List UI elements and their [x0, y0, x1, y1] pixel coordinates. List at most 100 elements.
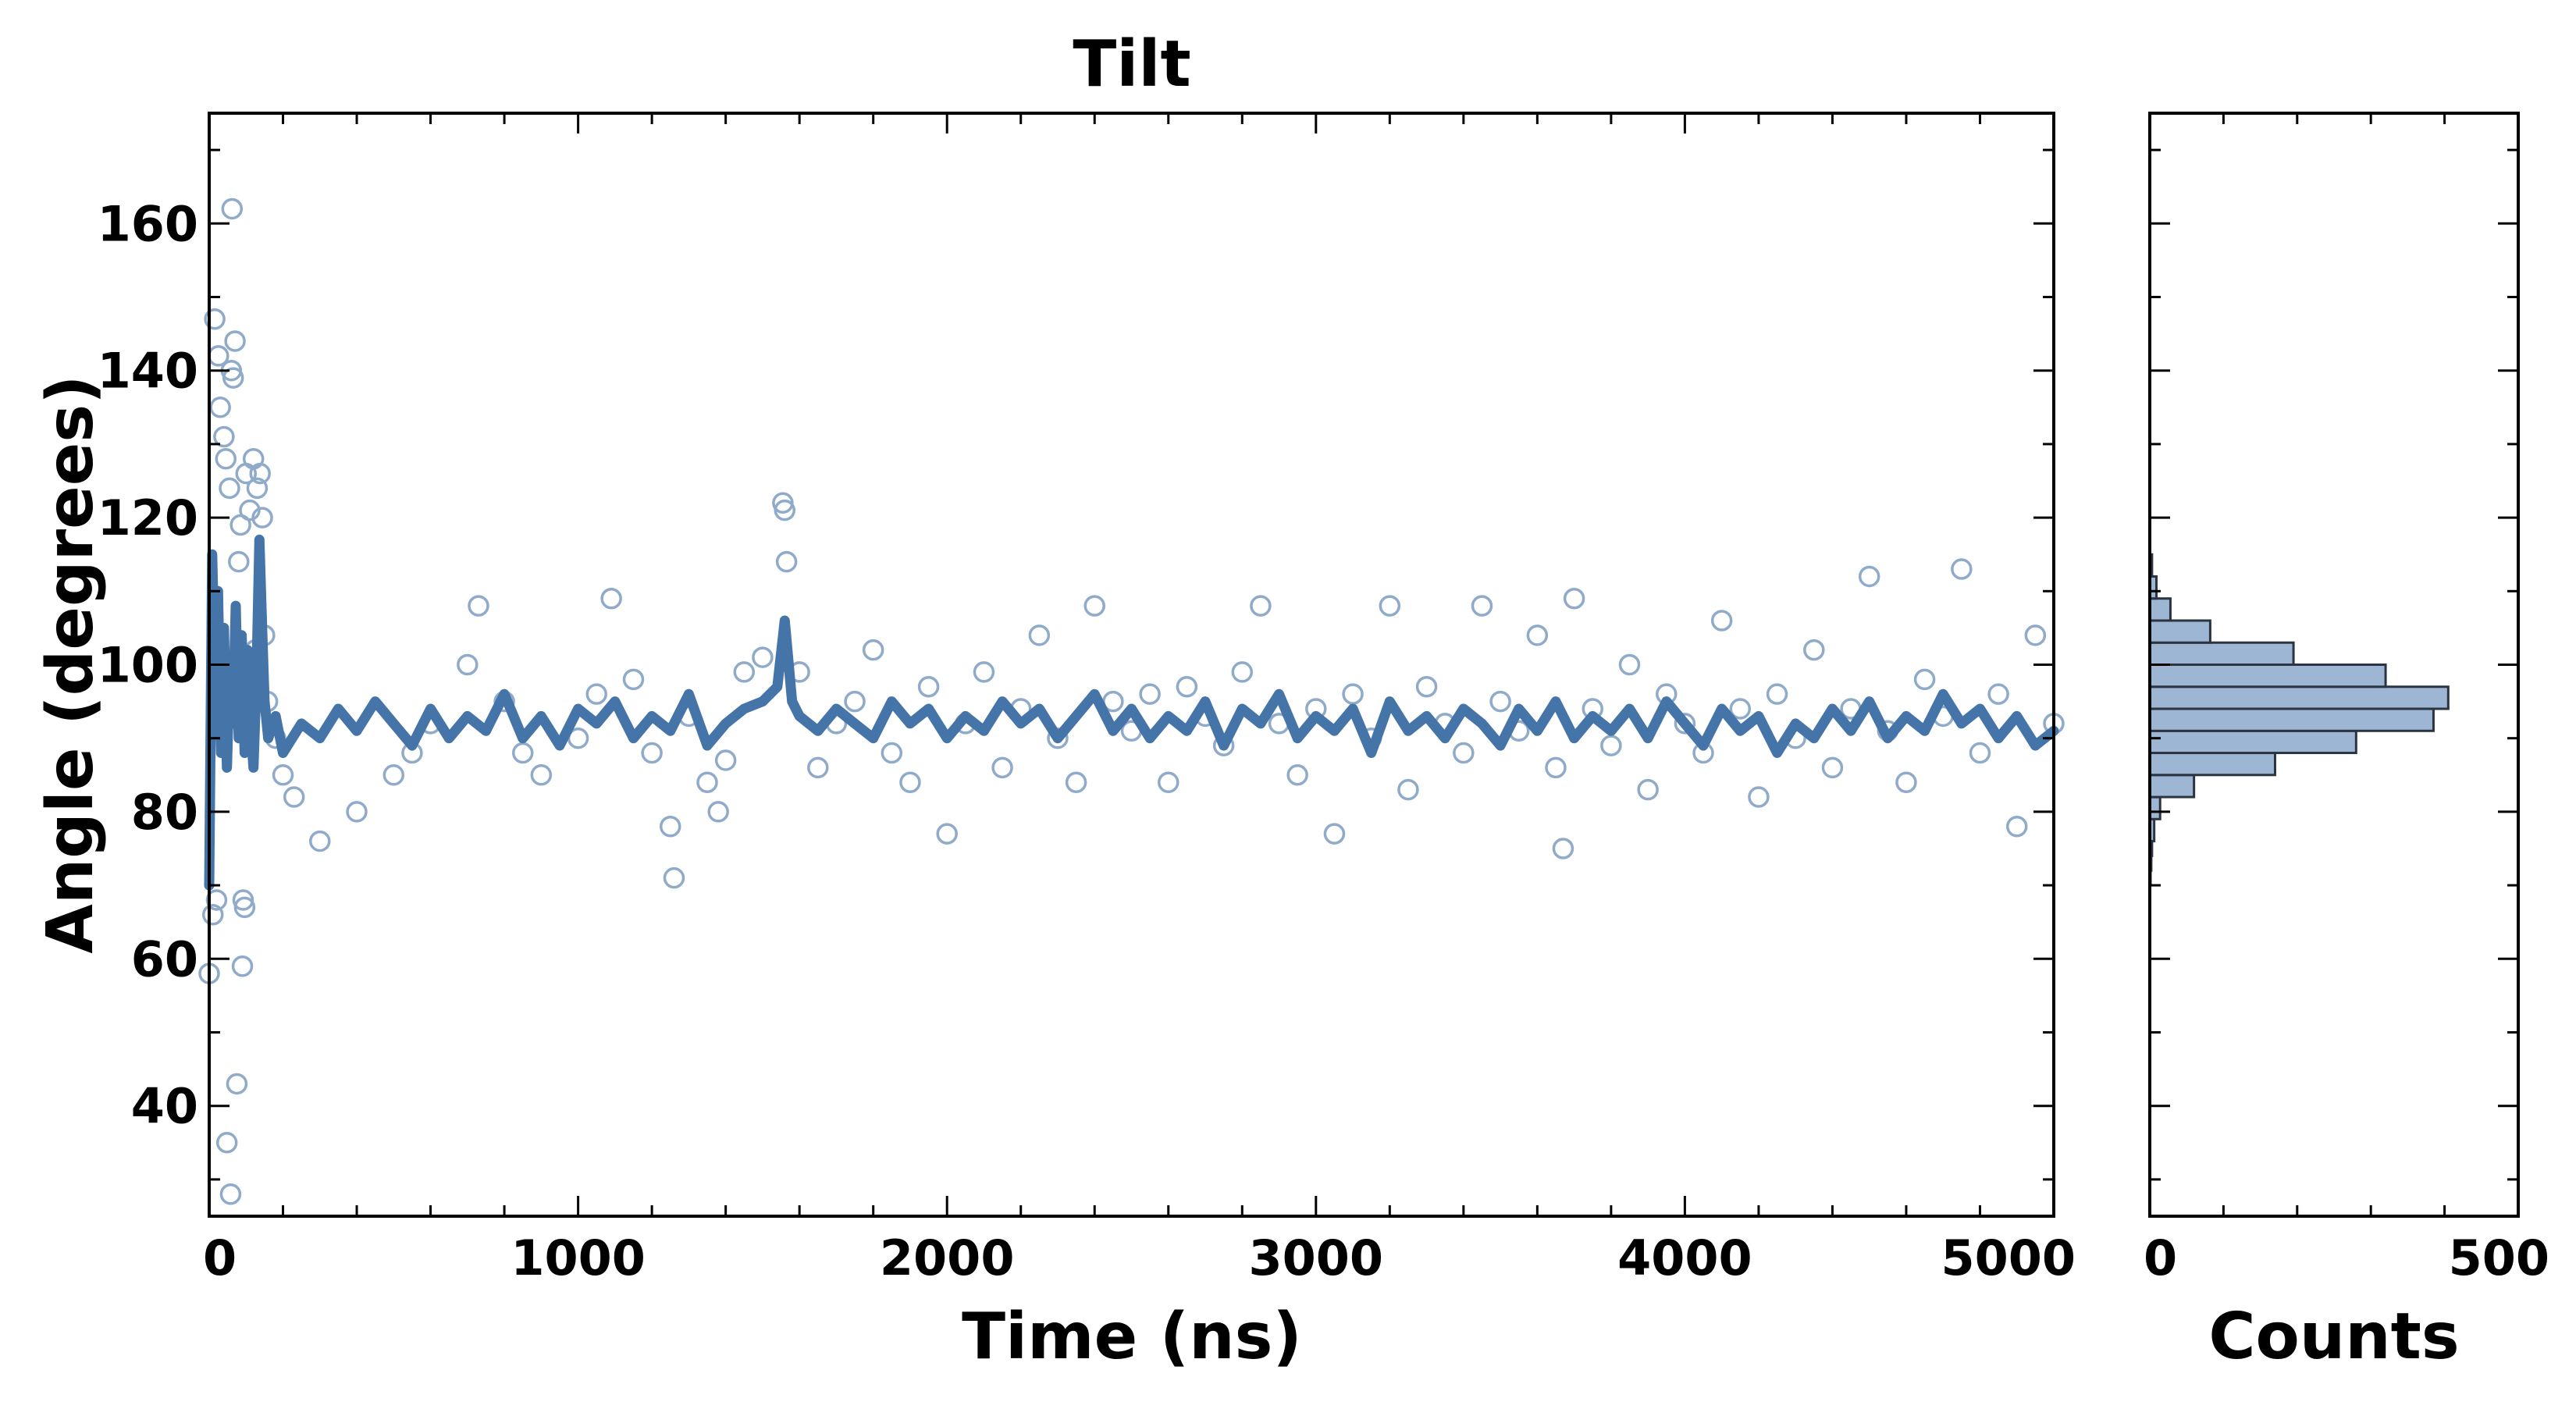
x-tick-label: 2000 [880, 1229, 1015, 1286]
x-tick-label: 3000 [1249, 1229, 1384, 1286]
main-plot-marks [198, 197, 2065, 1205]
scatter-point [1065, 771, 1087, 793]
scatter-point [1250, 595, 1272, 617]
scatter-point [1397, 778, 1419, 801]
scatter-point [1471, 595, 1493, 617]
scatter-point [1710, 610, 1733, 632]
scatter-point [862, 639, 884, 661]
scatter-point [468, 595, 489, 617]
scatter-point [1286, 764, 1308, 786]
x-tick-label: 0 [203, 1229, 237, 1286]
histogram-bar [2148, 707, 2435, 732]
scatter-point [205, 889, 228, 911]
histogram-bar [2148, 619, 2211, 644]
scatter-point [1083, 595, 1105, 617]
scatter-point [457, 653, 479, 676]
scatter-point [1951, 558, 1973, 580]
scatter-point [973, 661, 995, 683]
scatter-point [219, 477, 240, 500]
scatter-point [283, 786, 305, 808]
scatter-point [1158, 771, 1179, 793]
scatter-point [660, 815, 681, 838]
scatter-point [224, 330, 246, 352]
histogram-x-tick-label: 0 [2144, 1229, 2177, 1286]
main-plot-ticks: 0 1000 2000 3000 4000 5000 40 60 80 100 120 140 160 [98, 113, 2076, 1286]
scatter-point [1748, 786, 1770, 808]
scatter-point [1176, 676, 1198, 698]
main-plot: 0 1000 2000 3000 4000 5000406080100120140160 … [34, 27, 2076, 1374]
scatter-point [1379, 595, 1401, 617]
x-tick-label: 1000 [511, 1229, 646, 1286]
x-tick-label: 4000 [1617, 1229, 1752, 1286]
scatter-point [899, 771, 921, 793]
histogram-bar [2148, 774, 2196, 799]
scatter-point [1895, 771, 1917, 793]
y-tick-label: 160 [98, 195, 198, 252]
scatter-point [309, 830, 331, 852]
scatter-point [251, 507, 273, 528]
histogram-bar [2148, 664, 2387, 688]
scatter-point [221, 197, 244, 220]
x-axis-title: Time (ns) [962, 1300, 1302, 1374]
y-tick-label: 40 [131, 1078, 198, 1135]
histogram-ticks: 0 500 [2144, 113, 2549, 1286]
scatter-point [1729, 698, 1752, 720]
scatter-point [1323, 823, 1346, 845]
running-average-line [204, 534, 2059, 891]
y-tick-label: 60 [131, 930, 198, 987]
scatter-point [585, 683, 607, 705]
scatter-point [1766, 683, 1788, 705]
scatter-point [1600, 735, 1622, 756]
scatter-point [382, 764, 405, 786]
scatter-point [1987, 683, 2009, 705]
histogram-x-tick-label: 500 [2449, 1229, 2549, 1286]
scatter-point [228, 550, 250, 573]
scatter-point [1821, 756, 1844, 779]
scatter-point [1563, 587, 1585, 610]
scatter-point [641, 742, 663, 764]
scatter-point [600, 587, 622, 610]
scatter-point [696, 771, 718, 793]
histogram-bar [2148, 729, 2357, 755]
scatter-point [881, 742, 903, 764]
scatter-point [219, 1183, 242, 1205]
scatter-point [1545, 756, 1567, 779]
scatter-point [774, 499, 796, 521]
histogram-x-axis-title: Counts [2208, 1300, 2459, 1374]
scatter-point [511, 742, 534, 764]
scatter-point [1803, 639, 1825, 661]
scatter-point [201, 904, 224, 926]
scatter-point [991, 756, 1013, 779]
scatter-point [1139, 683, 1161, 705]
scatter-point [1231, 661, 1254, 683]
scatter-point [1415, 676, 1438, 698]
scatter-point [204, 308, 226, 330]
scatter-point [844, 690, 866, 713]
x-tick-label: 5000 [1941, 1229, 2076, 1286]
y-tick-label: 120 [98, 489, 198, 546]
scatter-point [249, 462, 271, 485]
scatter-point [530, 764, 553, 786]
scatter-point [246, 477, 269, 500]
histogram-bar [2148, 597, 2172, 622]
scatter-point [1453, 742, 1475, 764]
y-tick-label: 80 [131, 784, 198, 841]
scatter-point [1526, 624, 1549, 646]
scatter-point [1028, 624, 1051, 646]
scatter-point [215, 1132, 238, 1154]
scatter-point [1674, 713, 1696, 735]
scatter-point [215, 447, 237, 470]
scatter-point [232, 889, 254, 911]
scatter-point [213, 425, 235, 448]
scatter-point [233, 896, 256, 919]
scatter-point [733, 661, 756, 683]
scatter-point [936, 823, 958, 845]
scatter-point [272, 764, 294, 786]
scatter-point [1489, 690, 1511, 713]
y-tick-label: 140 [98, 343, 198, 400]
scatter-point [663, 866, 685, 889]
scatter-point [752, 646, 774, 668]
scatter-point [1858, 565, 1880, 588]
